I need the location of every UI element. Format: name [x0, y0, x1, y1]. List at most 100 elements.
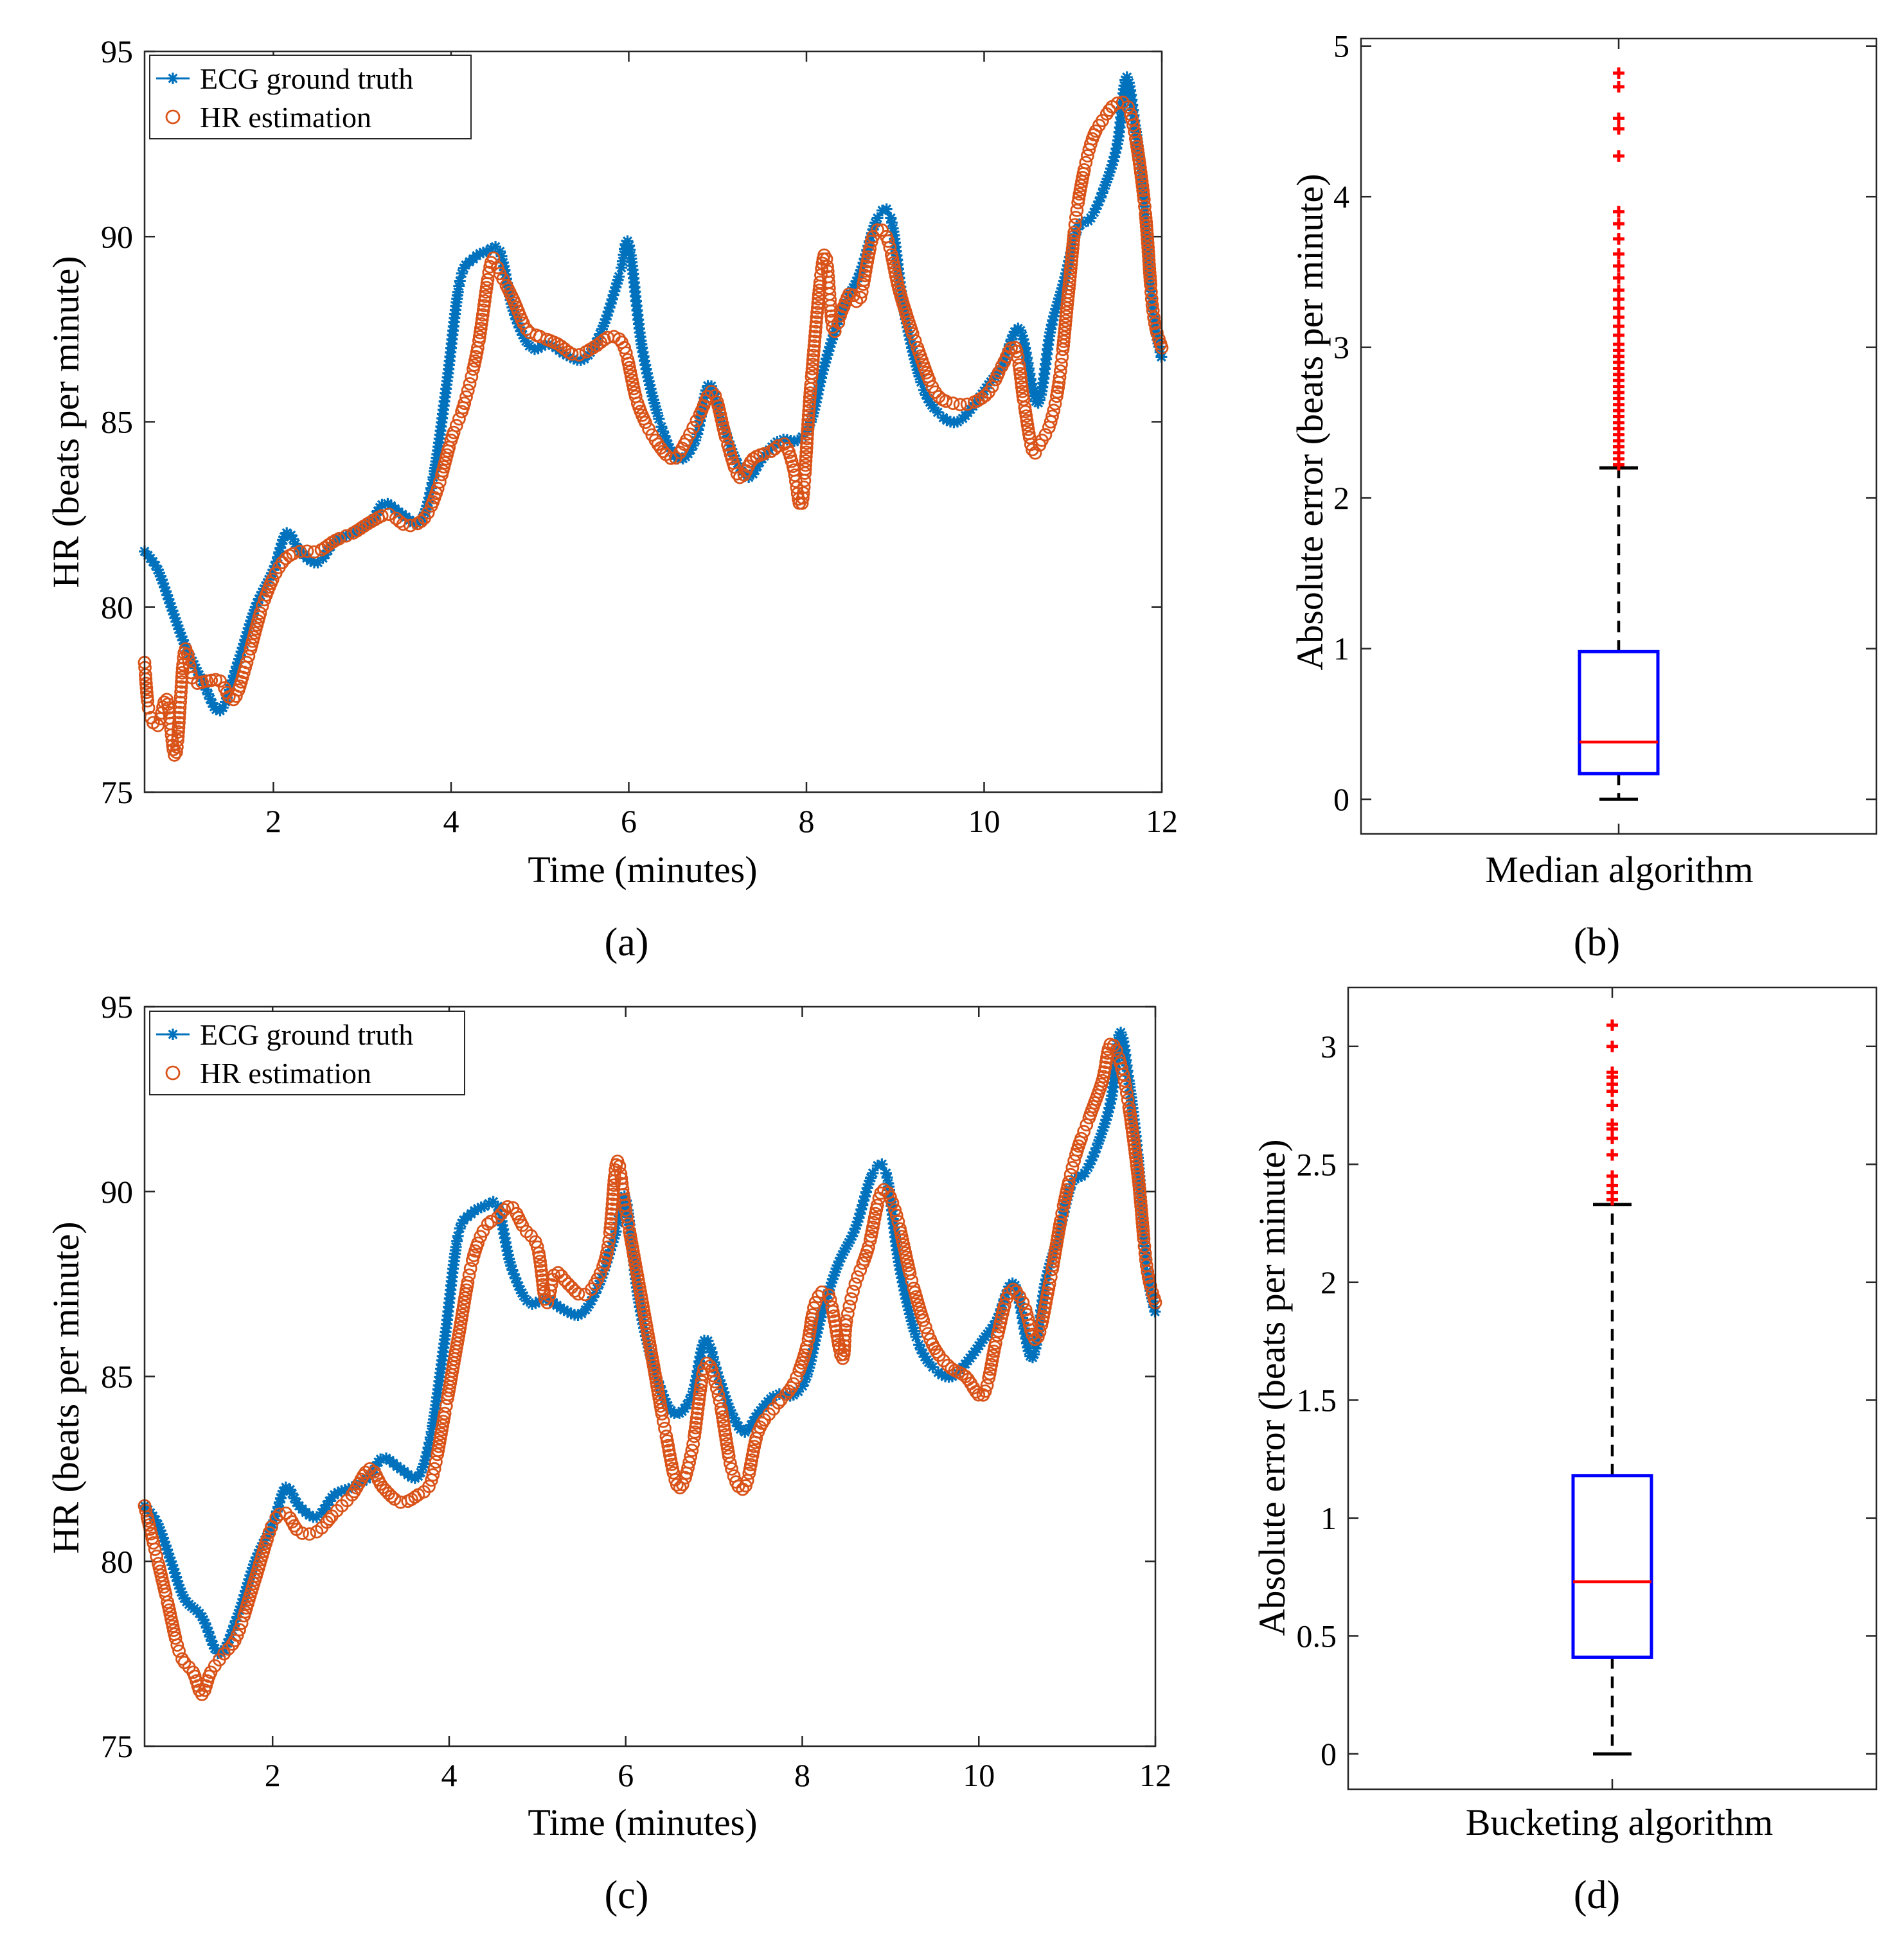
estimate-point — [438, 1406, 452, 1420]
estimate-point — [1077, 163, 1091, 177]
ecg-point — [651, 407, 663, 419]
estimate-point — [722, 1449, 736, 1464]
estimate-point — [978, 1384, 992, 1398]
estimate-point — [475, 312, 489, 326]
estimate-point — [1134, 1195, 1148, 1208]
ecg-point — [1098, 1121, 1110, 1133]
estimate-point — [1144, 285, 1158, 299]
ecg-point — [614, 1210, 626, 1223]
ecg-point — [1115, 1027, 1127, 1039]
estimate-point — [860, 259, 873, 273]
estimate-point — [939, 394, 953, 408]
ecg-point — [842, 1237, 855, 1249]
estimate-point — [1053, 364, 1067, 378]
ecg-point — [276, 538, 288, 550]
ecg-point — [835, 308, 847, 320]
ecg-point — [414, 1466, 427, 1478]
ecg-point — [1090, 1142, 1103, 1154]
estimate-point — [620, 1210, 634, 1224]
estimate-point — [213, 674, 227, 688]
estimate-point — [809, 320, 823, 334]
ecg-point — [226, 675, 238, 687]
outlier-point — [1613, 123, 1624, 135]
ecg-point — [1108, 151, 1121, 163]
estimate-point — [819, 252, 833, 266]
ecg-point — [803, 421, 815, 433]
ecg-point — [424, 1431, 436, 1444]
estimate-point — [969, 1384, 983, 1399]
outlier-point — [1613, 206, 1624, 218]
ecg-point — [729, 453, 742, 465]
ecg-point — [681, 1399, 693, 1411]
outlier-point — [1606, 1099, 1618, 1111]
estimate-point — [172, 716, 186, 730]
ecg-point — [154, 1525, 166, 1537]
outlier-point — [1613, 67, 1624, 79]
estimate-point — [682, 1455, 696, 1469]
estimate-point — [1136, 1224, 1150, 1238]
estimate-point — [803, 386, 817, 400]
ecg-point — [827, 329, 839, 341]
panel-d: 0 0.5 1 1.5 2 2.5 3 Bucketing algorithm Absolu… — [1251, 986, 1878, 1917]
y-tick-label: 1.5 — [1297, 1382, 1337, 1418]
ecg-point — [606, 293, 618, 305]
estimate-point — [724, 1456, 737, 1471]
ecg-point — [927, 1361, 939, 1373]
ecg-point — [184, 651, 197, 664]
estimate-point — [603, 1221, 618, 1235]
ecg-point — [1026, 1352, 1038, 1364]
ecg-point — [169, 612, 181, 624]
estimate-point — [1132, 152, 1146, 166]
estimate-point — [323, 1512, 336, 1526]
ecg-point — [375, 1453, 387, 1465]
estimate-point — [551, 1266, 565, 1280]
estimate-point — [656, 445, 670, 459]
estimate-point — [1121, 100, 1135, 114]
ecg-point — [867, 1167, 879, 1179]
estimate-point — [1141, 245, 1155, 259]
ecg-point — [997, 357, 1010, 369]
ecg-point — [289, 1492, 301, 1504]
ecg-point — [851, 1216, 864, 1228]
ecg-point — [722, 1397, 734, 1410]
estimate-point — [799, 450, 813, 464]
estimate-point — [799, 454, 813, 468]
estimate-point — [1136, 184, 1150, 198]
estimate-point — [1134, 165, 1148, 179]
estimate-point — [706, 1368, 720, 1383]
ecg-point — [653, 413, 665, 425]
estimate-point — [1132, 1178, 1146, 1192]
y-tick-label: 0.5 — [1297, 1618, 1337, 1654]
ecg-point — [920, 389, 932, 401]
estimate-point — [1139, 219, 1153, 233]
ecg-point — [164, 1552, 176, 1564]
estimate-point — [1137, 1239, 1152, 1253]
estimate-point — [708, 1375, 722, 1389]
estimate-point — [172, 711, 186, 725]
ecg-point — [850, 275, 862, 287]
x-tick-label: 12 — [1146, 803, 1178, 839]
estimate-point — [826, 1305, 840, 1318]
estimate-point — [414, 515, 428, 528]
ecg-point — [1015, 324, 1027, 337]
estimate-point — [265, 572, 280, 587]
ecg-point — [418, 1458, 430, 1470]
estimate-point — [1120, 1086, 1134, 1100]
outlier-point — [1606, 1118, 1618, 1130]
estimate-point — [177, 1656, 191, 1670]
estimate-point — [604, 1217, 618, 1231]
ecg-point — [610, 281, 622, 294]
ecg-point — [188, 659, 200, 671]
estimate-point — [1137, 1232, 1151, 1246]
estimate-point — [173, 695, 188, 709]
legend-frame — [149, 1011, 465, 1095]
ecg-point — [587, 1291, 600, 1303]
estimate-point — [936, 1354, 950, 1368]
estimate-point — [1058, 318, 1072, 332]
estimate-point — [867, 1216, 881, 1230]
ecg-point — [607, 1236, 619, 1248]
estimate-point — [662, 1444, 676, 1458]
estimate-point — [693, 1383, 707, 1397]
estimate-point — [686, 421, 700, 434]
ecg-point — [941, 414, 953, 427]
